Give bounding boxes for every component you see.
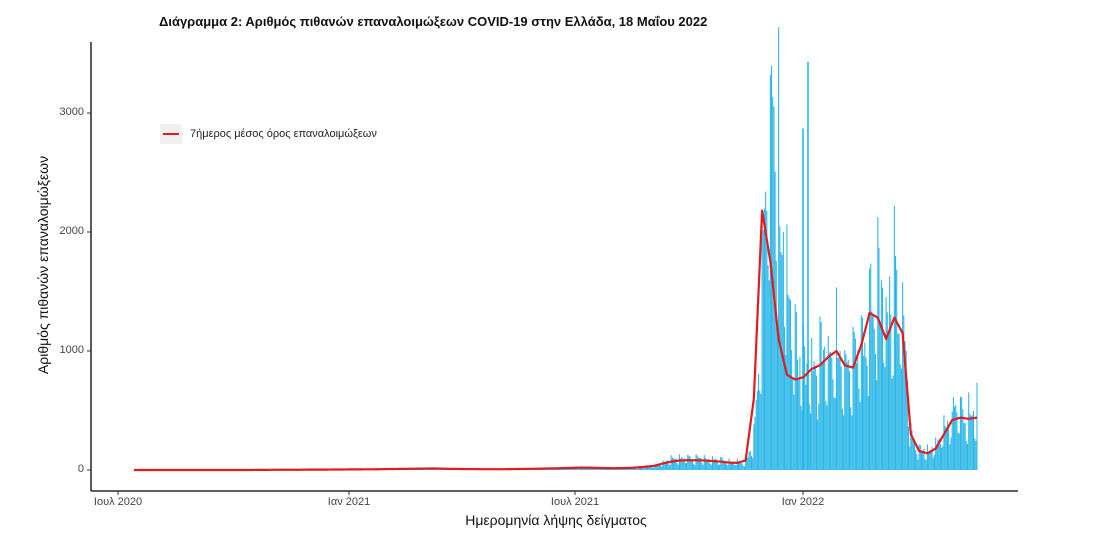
daily-bars	[257, 27, 978, 471]
x-tick-label: Ιαν 2021	[327, 496, 371, 508]
x-tick-label: Ιαν 2022	[781, 496, 825, 508]
y-tick-label: 1000	[59, 344, 84, 356]
y-ticks	[87, 112, 91, 471]
y-tick-label: 3000	[59, 106, 84, 118]
chart-title: Διάγραμμα 2: Αριθμός πιθανών επαναλοιμώξ…	[159, 14, 708, 29]
legend: 7ήμερος μέσος όρος επαναλοιμώξεων	[160, 124, 377, 144]
x-ticks	[117, 491, 804, 495]
y-tick-label: 0	[77, 463, 84, 475]
moving-average-line	[134, 209, 978, 472]
x-tick-label: Ιουλ 2020	[93, 496, 143, 508]
legend-label: 7ήμερος μέσος όρος επαναλοιμώξεων	[190, 128, 377, 140]
y-tick-label: 2000	[59, 225, 84, 237]
x-tick-label: Ιουλ 2021	[550, 496, 600, 508]
y-axis-label: Αριθμός πιθανών επαναλοιμώξεων	[35, 155, 51, 375]
legend-line-icon	[160, 124, 182, 144]
x-axis-label: Ημερομηνία λήψης δείγματος	[465, 512, 647, 528]
